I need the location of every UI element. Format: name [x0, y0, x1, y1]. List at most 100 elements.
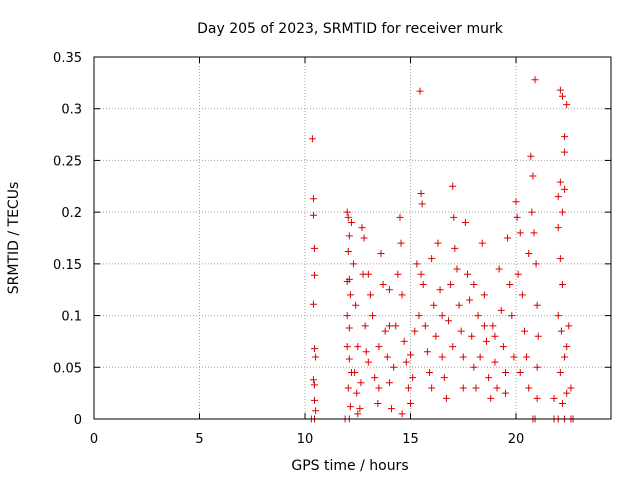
data-point — [432, 332, 440, 340]
data-point — [532, 260, 540, 268]
data-point — [423, 348, 431, 356]
data-point — [449, 343, 457, 351]
data-point — [409, 374, 417, 382]
data-point — [464, 270, 472, 278]
data-point — [311, 345, 319, 353]
data-point — [379, 281, 387, 289]
data-point — [556, 178, 564, 186]
data-point — [506, 281, 514, 289]
data-point — [345, 355, 353, 363]
data-point — [558, 399, 566, 407]
data-point — [491, 358, 499, 366]
data-point — [312, 407, 320, 415]
data-point — [533, 301, 541, 309]
data-point — [485, 374, 493, 382]
y-axis-ticks: 0 0.05 0.1 0.15 0.2 0.25 0.3 0.35 — [53, 51, 611, 428]
data-point — [525, 384, 533, 392]
data-point — [358, 224, 366, 232]
data-point — [550, 394, 558, 402]
data-point — [557, 327, 565, 335]
data-point — [375, 384, 383, 392]
data-point — [438, 312, 446, 320]
data-point — [523, 353, 531, 361]
data-point — [533, 363, 541, 371]
data-point — [417, 190, 425, 198]
data-point — [516, 229, 524, 237]
data-point — [397, 239, 405, 247]
data-point — [377, 250, 385, 258]
data-point — [369, 312, 377, 320]
data-point — [531, 76, 539, 84]
data-point — [347, 218, 355, 226]
x-axis-label: GPS time / hours — [291, 458, 408, 474]
data-point — [450, 213, 458, 221]
data-point — [417, 270, 425, 278]
data-point — [407, 351, 415, 359]
data-point — [404, 384, 412, 392]
data-point — [567, 384, 575, 392]
data-point — [312, 353, 320, 361]
data-point — [400, 337, 408, 345]
y-tick-label: 0.15 — [53, 258, 82, 273]
data-point — [534, 332, 542, 340]
data-point — [311, 396, 319, 404]
data-point — [459, 353, 467, 361]
y-tick-label: 0.05 — [53, 361, 82, 376]
y-tick-label: 0.1 — [61, 310, 82, 325]
data-point — [476, 353, 484, 361]
data-point — [529, 172, 537, 180]
x-tick-label: 20 — [508, 432, 525, 447]
data-point — [383, 353, 391, 361]
data-point — [561, 148, 569, 156]
data-point — [392, 322, 400, 330]
data-point — [398, 291, 406, 299]
x-axis-ticks: 0 5 10 15 20 — [90, 57, 524, 447]
y-tick-label: 0.25 — [53, 154, 82, 169]
y-tick-label: 0.3 — [61, 103, 82, 118]
data-point — [513, 213, 521, 221]
plot-frame — [93, 56, 612, 420]
data-point — [394, 270, 402, 278]
data-point — [309, 211, 317, 219]
data-point — [385, 322, 393, 330]
data-point — [556, 368, 564, 376]
data-point — [430, 301, 438, 309]
data-point — [407, 399, 415, 407]
data-point — [438, 353, 446, 361]
data-point — [493, 384, 501, 392]
data-point — [487, 394, 495, 402]
data-point — [530, 229, 538, 237]
data-point — [343, 312, 351, 320]
data-point — [518, 291, 526, 299]
data-point — [478, 239, 486, 247]
data-point — [470, 281, 478, 289]
data-point — [497, 306, 505, 314]
data-point — [527, 152, 535, 160]
y-tick-label: 0 — [74, 413, 82, 428]
data-point — [561, 133, 569, 141]
x-tick-label: 10 — [297, 432, 314, 447]
data-point — [470, 363, 478, 371]
data-point — [354, 343, 362, 351]
data-point — [520, 327, 528, 335]
data-point — [453, 265, 461, 273]
y-tick-label: 0.35 — [53, 51, 82, 66]
data-point — [344, 247, 352, 255]
data-point — [428, 384, 436, 392]
data-point — [309, 376, 317, 384]
data-point — [343, 343, 351, 351]
data-point — [442, 394, 450, 402]
data-point — [508, 312, 516, 320]
data-point — [528, 208, 536, 216]
data-point — [457, 327, 465, 335]
data-point — [344, 384, 352, 392]
data-point — [364, 358, 372, 366]
data-point — [466, 296, 474, 304]
data-point — [421, 322, 429, 330]
data-point — [556, 255, 564, 263]
data-point — [561, 353, 569, 361]
data-point — [504, 234, 512, 242]
data-point — [563, 389, 571, 397]
data-point — [561, 185, 569, 193]
data-point — [489, 322, 497, 330]
